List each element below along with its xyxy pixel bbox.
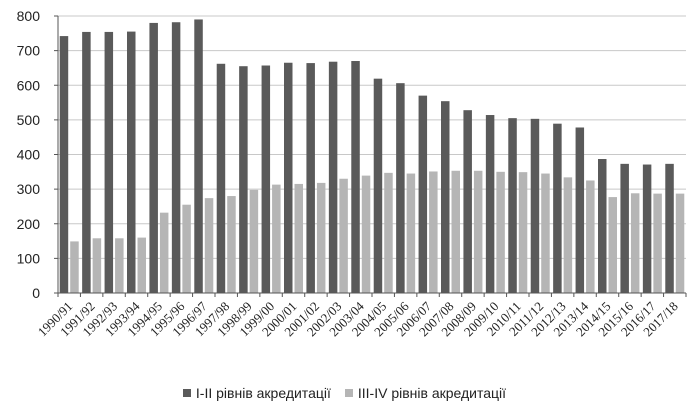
bar-series-2 bbox=[563, 177, 573, 293]
y-tick-label: 100 bbox=[17, 250, 41, 266]
bar-series-2 bbox=[249, 189, 259, 293]
legend-swatch-series-1 bbox=[182, 389, 191, 397]
y-tick-label: 300 bbox=[17, 181, 41, 197]
bar-series-1 bbox=[239, 66, 248, 293]
bar-series-1 bbox=[463, 110, 472, 294]
y-axis-ticks: 0 100 200 300 400 500 600 700 800 bbox=[17, 8, 58, 301]
bar-series-1 bbox=[508, 118, 517, 293]
legend-item-series-2: III-IV рівнів акредитації bbox=[344, 385, 507, 401]
bar-series-1 bbox=[284, 62, 293, 294]
bar-series-2 bbox=[70, 241, 79, 293]
bar-series-1 bbox=[441, 101, 450, 294]
bar-series-1 bbox=[82, 31, 91, 294]
legend-label-series-2: III-IV рівнів акредитації bbox=[357, 385, 507, 401]
bar-series-2 bbox=[137, 237, 146, 293]
bar-series-2 bbox=[316, 182, 326, 293]
y-tick-label: 700 bbox=[17, 43, 41, 59]
bar-series-2 bbox=[586, 180, 595, 293]
bar-series-1 bbox=[598, 159, 607, 293]
bar-series-1 bbox=[530, 118, 540, 294]
bar-series-2 bbox=[115, 238, 124, 293]
bar-series-2 bbox=[384, 172, 393, 293]
y-tick-label: 600 bbox=[17, 77, 41, 93]
bar-series-2 bbox=[227, 196, 236, 293]
bar-series-1 bbox=[261, 65, 271, 293]
bar-series-1 bbox=[104, 31, 114, 294]
bar-series-1 bbox=[351, 61, 360, 294]
bar-series-1 bbox=[620, 163, 629, 293]
bar-series-1 bbox=[575, 127, 585, 294]
bar-series-1 bbox=[194, 19, 203, 294]
bar-series-2 bbox=[272, 184, 281, 293]
bar-series-1 bbox=[485, 115, 495, 293]
bar-series-1 bbox=[171, 22, 181, 293]
bars bbox=[59, 19, 685, 294]
legend-label-series-1: I-II рівнів акредитації bbox=[195, 385, 331, 401]
bar-series-2 bbox=[429, 171, 438, 293]
bar-series-1 bbox=[59, 36, 69, 294]
bar-series-2 bbox=[406, 173, 416, 293]
bar-series-1 bbox=[216, 63, 226, 293]
y-tick-label: 800 bbox=[17, 8, 41, 24]
bar-series-1 bbox=[418, 95, 428, 293]
bar-series-2 bbox=[630, 193, 640, 293]
bar-series-2 bbox=[182, 204, 191, 293]
bar-series-2 bbox=[496, 171, 505, 293]
bar-series-1 bbox=[373, 78, 383, 293]
bar-series-2 bbox=[473, 170, 483, 293]
bar-series-1 bbox=[306, 63, 315, 294]
bar-series-2 bbox=[541, 173, 550, 293]
bar-series-1 bbox=[642, 164, 652, 293]
legend-item-series-1: I-II рівнів акредитації bbox=[182, 385, 331, 401]
y-tick-label: 400 bbox=[17, 147, 41, 163]
bar-series-2 bbox=[204, 198, 214, 293]
bar-series-2 bbox=[294, 183, 303, 293]
bar-series-1 bbox=[127, 31, 136, 294]
bar-series-2 bbox=[92, 238, 102, 293]
bar-series-2 bbox=[159, 212, 169, 293]
bar-series-2 bbox=[518, 172, 528, 293]
bar-series-1 bbox=[328, 61, 338, 293]
bar-series-1 bbox=[396, 83, 405, 293]
bar-series-2 bbox=[339, 178, 348, 293]
bar-series-2 bbox=[608, 197, 617, 293]
bar-series-2 bbox=[451, 170, 460, 293]
bar-series-1 bbox=[149, 22, 158, 294]
bar-series-2 bbox=[653, 193, 662, 293]
bar-series-1 bbox=[665, 163, 674, 293]
y-tick-label: 0 bbox=[32, 285, 40, 301]
bar-series-2 bbox=[361, 175, 371, 293]
x-axis-ticks: 1990/911991/921992/931993/941994/951995/… bbox=[35, 293, 687, 339]
legend: I-II рівнів акредитації III-IV рівнів ак… bbox=[0, 383, 689, 403]
y-tick-label: 500 bbox=[17, 112, 41, 128]
bar-series-2 bbox=[675, 193, 685, 293]
bar-series-1 bbox=[553, 123, 562, 293]
legend-swatch-series-2 bbox=[344, 389, 353, 397]
y-tick-label: 200 bbox=[17, 216, 41, 232]
